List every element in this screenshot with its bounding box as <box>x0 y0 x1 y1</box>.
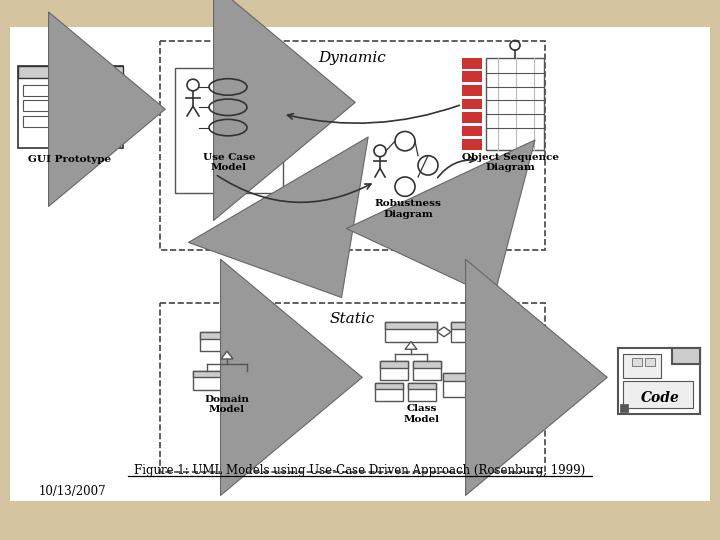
Bar <box>95 100 117 111</box>
Bar <box>462 71 482 82</box>
Text: 10/13/2007: 10/13/2007 <box>38 485 106 498</box>
Bar <box>486 58 544 150</box>
Bar <box>73 100 91 111</box>
Bar <box>620 404 628 412</box>
Bar <box>385 322 437 341</box>
Text: Dynamic: Dynamic <box>318 51 386 65</box>
Bar <box>23 116 68 127</box>
Polygon shape <box>437 327 451 337</box>
Bar <box>462 112 482 123</box>
Bar <box>413 361 441 380</box>
Bar <box>645 358 655 366</box>
Bar <box>443 374 475 397</box>
Bar <box>413 361 441 368</box>
Bar <box>632 358 642 366</box>
Text: Code: Code <box>641 391 680 404</box>
Bar <box>462 126 482 136</box>
Bar <box>73 116 91 127</box>
Bar <box>462 58 482 69</box>
Bar <box>462 139 482 150</box>
Bar <box>451 322 483 329</box>
Bar <box>175 68 283 193</box>
Bar <box>443 374 475 381</box>
Bar <box>95 85 117 96</box>
Bar <box>193 370 221 390</box>
Bar <box>18 66 123 78</box>
Bar <box>380 361 408 380</box>
Bar <box>408 383 436 389</box>
Polygon shape <box>672 348 700 364</box>
Bar <box>200 332 255 339</box>
Bar <box>160 303 545 472</box>
Text: Robustness
Diagram: Robustness Diagram <box>374 199 441 219</box>
Bar <box>380 361 408 368</box>
Bar <box>95 116 117 127</box>
Text: Class
Model: Class Model <box>404 404 440 424</box>
Bar <box>623 381 693 408</box>
Polygon shape <box>221 351 233 359</box>
Text: Static: Static <box>329 312 374 326</box>
Bar <box>200 332 255 351</box>
Bar <box>462 85 482 96</box>
Bar <box>375 383 403 401</box>
Text: GUI Prototype: GUI Prototype <box>28 155 112 164</box>
Text: Figure 1: UML Models using Use-Case Driven Approach (Rosenburg, 1999): Figure 1: UML Models using Use-Case Driv… <box>135 464 585 477</box>
Bar <box>18 66 123 148</box>
Bar <box>23 85 68 96</box>
Bar <box>234 370 262 390</box>
Polygon shape <box>405 341 417 349</box>
Bar <box>618 348 700 414</box>
Bar <box>408 383 436 401</box>
Bar <box>451 322 483 341</box>
Bar <box>23 100 68 111</box>
Bar <box>375 383 403 389</box>
Bar <box>193 370 221 377</box>
Text: Object Sequence
Diagram: Object Sequence Diagram <box>462 153 559 172</box>
Bar <box>385 322 437 329</box>
Bar <box>462 99 482 109</box>
Bar <box>623 354 661 379</box>
Bar <box>160 42 545 249</box>
Text: Use Case
Model: Use Case Model <box>203 153 256 172</box>
Text: Domain
Model: Domain Model <box>204 395 249 414</box>
Bar <box>234 370 262 377</box>
Bar <box>73 85 91 96</box>
